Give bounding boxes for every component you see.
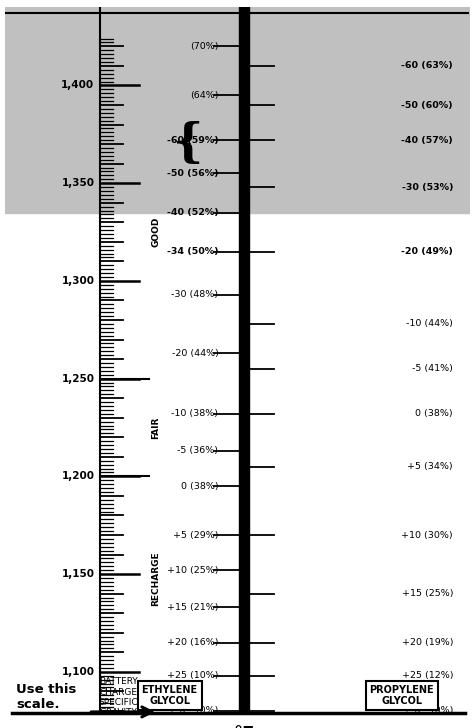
Text: -10 (44%): -10 (44%) xyxy=(406,320,453,328)
Text: +20 (16%): +20 (16%) xyxy=(167,638,219,647)
Text: +5 (29%): +5 (29%) xyxy=(173,531,219,539)
Text: -50 (56%): -50 (56%) xyxy=(167,169,219,178)
Text: 1,250: 1,250 xyxy=(62,373,94,384)
Text: -60 (63%): -60 (63%) xyxy=(401,61,453,71)
Text: +32° (0%): +32° (0%) xyxy=(402,706,453,716)
Text: +5 (34%): +5 (34%) xyxy=(407,462,453,471)
Text: {: { xyxy=(173,121,203,167)
Text: +10 (30%): +10 (30%) xyxy=(401,531,453,539)
Text: -40 (57%): -40 (57%) xyxy=(401,135,453,145)
Text: RECHARGE: RECHARGE xyxy=(151,552,160,606)
Text: -30 (53%): -30 (53%) xyxy=(401,183,453,191)
Text: -60 (59%): -60 (59%) xyxy=(167,135,219,145)
Text: 1,150: 1,150 xyxy=(62,569,94,579)
Text: -10 (38%): -10 (38%) xyxy=(172,409,219,419)
Text: 1,200: 1,200 xyxy=(62,472,94,481)
Text: -20 (44%): -20 (44%) xyxy=(172,349,219,357)
Text: -50 (60%): -50 (60%) xyxy=(401,100,453,109)
Text: +10 (25%): +10 (25%) xyxy=(167,566,219,574)
Text: +32° (0%): +32° (0%) xyxy=(168,706,219,716)
Text: 1,300: 1,300 xyxy=(62,276,94,286)
Text: Use this
scale.: Use this scale. xyxy=(16,684,77,711)
Text: 1,350: 1,350 xyxy=(62,178,94,189)
Text: +15 (25%): +15 (25%) xyxy=(401,589,453,598)
Text: +15 (21%): +15 (21%) xyxy=(167,603,219,612)
Text: 1,100: 1,100 xyxy=(62,667,94,677)
Text: -5 (41%): -5 (41%) xyxy=(412,365,453,373)
Text: -20 (49%): -20 (49%) xyxy=(401,247,453,256)
Text: GOOD: GOOD xyxy=(151,217,160,248)
Text: 1,400: 1,400 xyxy=(61,81,94,90)
Text: +20 (19%): +20 (19%) xyxy=(401,638,453,647)
Text: (70%): (70%) xyxy=(190,42,219,51)
Text: +25 (10%): +25 (10%) xyxy=(167,671,219,680)
Text: FAIR: FAIR xyxy=(151,416,160,439)
Text: °F: °F xyxy=(233,724,255,728)
Text: -34 (50%): -34 (50%) xyxy=(167,247,219,256)
Text: +25 (12%): +25 (12%) xyxy=(401,671,453,680)
Text: 0 (38%): 0 (38%) xyxy=(181,482,219,491)
Text: -5 (36%): -5 (36%) xyxy=(177,446,219,456)
Text: PROPYLENE
GLYCOL: PROPYLENE GLYCOL xyxy=(370,684,434,706)
Text: -40 (52%): -40 (52%) xyxy=(167,208,219,217)
Text: (64%): (64%) xyxy=(190,91,219,100)
Text: 0 (38%): 0 (38%) xyxy=(415,409,453,419)
Text: BATTERY
CHARGE
SPECIFIC
GRAVITY: BATTERY CHARGE SPECIFIC GRAVITY xyxy=(99,677,138,717)
Text: -30 (48%): -30 (48%) xyxy=(172,290,219,299)
Text: ETHYLENE
GLYCOL: ETHYLENE GLYCOL xyxy=(142,684,198,706)
